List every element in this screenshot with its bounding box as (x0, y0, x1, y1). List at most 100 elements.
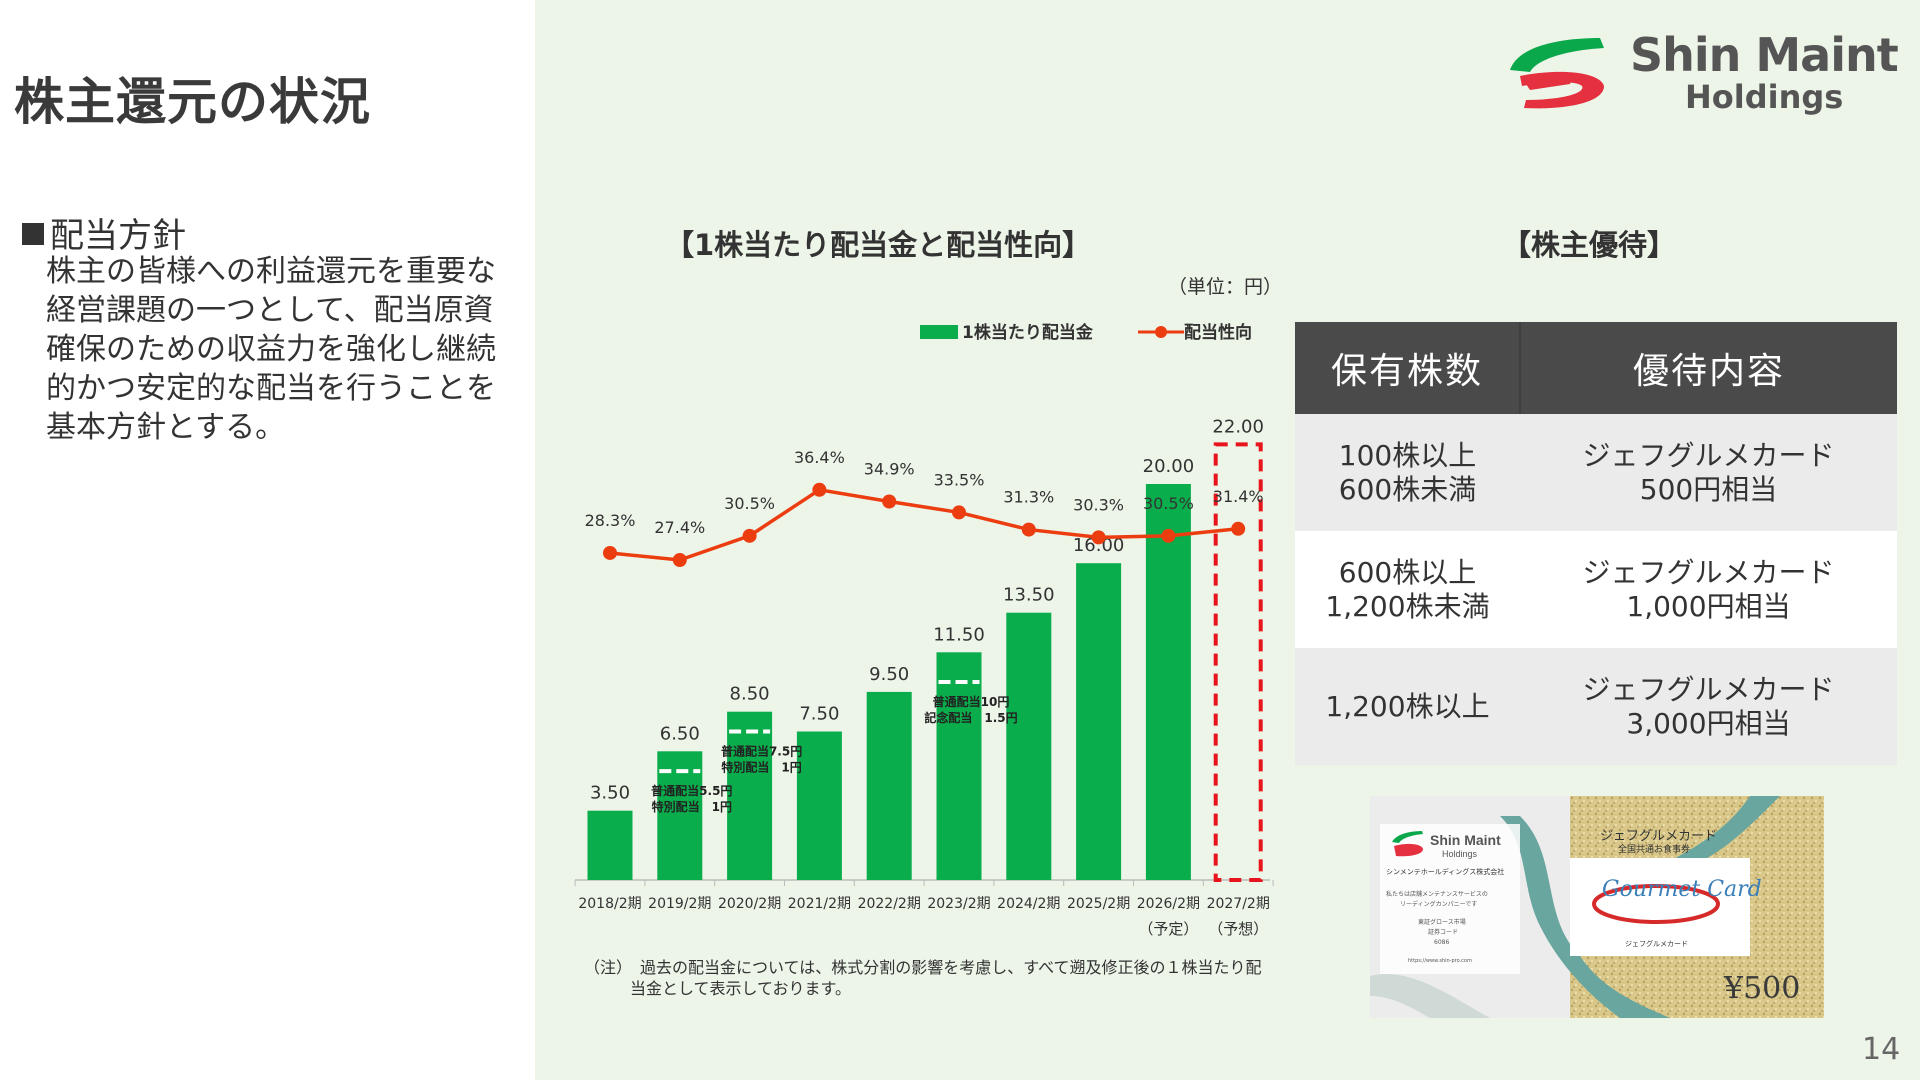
payout-ratio-label: 33.5% (934, 470, 985, 489)
payout-ratio-label: 31.3% (1003, 488, 1054, 507)
payout-ratio-label: 27.4% (654, 518, 705, 537)
content-line: ジェフグルメカード (1582, 438, 1835, 472)
payout-ratio-label: 30.3% (1073, 495, 1124, 514)
payout-ratio-point (672, 553, 687, 567)
card-script-logo: Gourmet Card (1602, 877, 1762, 902)
legend-bar-label: 1株当たり配当金 (962, 322, 1094, 343)
breakdown-label: 普通配当10円 (933, 694, 1010, 709)
gourmet-card-graphic: Shin Maint Holdings シンメンテホールディングス株式会社 私た… (1370, 796, 1824, 1018)
card-market: 東証グロース市場 (1418, 918, 1466, 926)
page-title: 株主還元の状況 (14, 73, 371, 131)
benefit-shares: 100株以上 600株未満 (1295, 414, 1520, 531)
payout-ratio-point (1021, 522, 1036, 537)
policy-text: 株主の皆様への利益還元を重要な経営課題の一つとして、配当原資確保のための収益力を… (46, 254, 496, 445)
dividend-bar (1076, 563, 1122, 880)
bar-value-label: 22.00 (1212, 416, 1264, 437)
payout-ratio-point (1231, 521, 1246, 536)
card-label: ジェフグルメカード (1625, 939, 1688, 948)
x-tick-label: 2025/2期 (1067, 896, 1130, 912)
card-desc-2: リーディングカンパニーです (1400, 900, 1477, 908)
shares-line: 100株以上 (1338, 438, 1477, 472)
x-tick-label: 2024/2期 (997, 896, 1060, 912)
breakdown-label: 記念配当 1.5円 (924, 710, 1017, 725)
dividend-bar (866, 691, 912, 880)
page-number: 14 (1862, 1032, 1901, 1067)
card-company-jp: シンメンテホールディングス株式会社 (1386, 867, 1504, 876)
breakdown-label: 普通配当7.5円 (721, 744, 802, 759)
x-tick-label: 2021/2期 (788, 896, 851, 912)
payout-ratio-label: 36.4% (794, 448, 845, 467)
square-bullet-icon (22, 223, 44, 245)
payout-ratio-label: 34.9% (864, 460, 915, 479)
header-shares: 保有株数 (1295, 322, 1520, 414)
shares-line: 1,200株以上 (1325, 689, 1490, 723)
x-tick-label: 2019/2期 (648, 896, 711, 912)
chart-title: 【1株当たり配当金と配当性向】 (665, 228, 1092, 262)
shares-line: 600株未満 (1338, 472, 1477, 506)
dividend-bar (1006, 612, 1052, 880)
card-price: ¥500 (1723, 971, 1800, 1006)
x-tick-label: 2022/2期 (858, 896, 921, 912)
x-tick-sublabel: （予定） (1138, 920, 1198, 938)
payout-ratio-point (603, 545, 617, 560)
benefit-content: ジェフグルメカード 500円相当 (1520, 414, 1897, 531)
payout-ratio-point (882, 494, 897, 509)
dividend-bar (1145, 484, 1191, 880)
bar-value-label: 3.50 (590, 783, 630, 804)
content-line: 1,000円相当 (1626, 589, 1791, 623)
benefit-header-row: 保有株数 優待内容 (1295, 322, 1897, 414)
payout-ratio-label: 30.5% (1143, 494, 1194, 513)
benefit-shares: 1,200株以上 (1295, 648, 1520, 765)
legend-line-marker (1155, 326, 1167, 338)
card-code-label: 証券コード (1428, 928, 1458, 936)
bar-value-label: 9.50 (869, 664, 909, 685)
x-tick-sublabel: （予想） (1208, 920, 1268, 938)
x-tick-label: 2023/2期 (927, 896, 990, 912)
card-company-name: Shin Maint (1430, 832, 1501, 848)
dividend-chart: 1株当たり配当金 配当性向 3.50 2018/2期 6.50 2019/2期 8.50 20… (574, 322, 1274, 938)
x-tick-label: 2018/2期 (578, 896, 641, 912)
gourmet-card-image: Shin Maint Holdings シンメンテホールディングス株式会社 私た… (1370, 796, 1824, 1018)
bar-value-label: 7.50 (799, 704, 839, 725)
shares-line: 1,200株未満 (1325, 589, 1490, 623)
payout-ratio-point (1091, 530, 1106, 545)
benefit-row: 100株以上 600株未満 ジェフグルメカード 500円相当 (1295, 414, 1897, 531)
breakdown-label: 特別配当 1円 (721, 760, 801, 775)
payout-ratio-point (742, 528, 757, 543)
bar-value-label: 8.50 (730, 684, 770, 705)
x-tick-label: 2027/2期 (1207, 896, 1270, 912)
forecast-bar (1213, 442, 1263, 882)
benefit-content: ジェフグルメカード 3,000円相当 (1520, 648, 1897, 765)
breakdown-label: 普通配当5.5円 (651, 783, 732, 798)
legend-line-label: 配当性向 (1184, 322, 1252, 343)
x-tick-label: 2020/2期 (718, 896, 781, 912)
dividend-bar (727, 711, 773, 880)
card-code: 6086 (1434, 939, 1449, 946)
benefit-title: 【株主優待】 (1502, 228, 1677, 262)
content-line: 3,000円相当 (1626, 706, 1791, 740)
payout-ratio-label: 28.3% (585, 511, 636, 530)
bar-value-label: 20.00 (1143, 456, 1195, 477)
logo-name: Shin Maint (1630, 28, 1899, 82)
shares-line: 600株以上 (1338, 555, 1477, 589)
payout-ratio-line (609, 487, 1239, 562)
card-desc-1: 私たちは店舗メンテナンスサービスの (1386, 890, 1488, 898)
payout-ratio-point (952, 505, 966, 520)
benefit-content: ジェフグルメカード 1,000円相当 (1520, 531, 1897, 648)
card-url: https://www.shin-pro.com (1408, 958, 1472, 964)
payout-ratio-label: 31.4% (1213, 487, 1264, 506)
benefit-row: 1,200株以上 ジェフグルメカード 3,000円相当 (1295, 648, 1897, 765)
dividend-bar (796, 731, 842, 880)
note-line-2: 当金として表示しております。 (630, 979, 851, 998)
card-company-sub: Holdings (1442, 849, 1478, 859)
chart-unit: （単位：円） (1168, 276, 1283, 298)
x-tick-label: 2026/2期 (1137, 896, 1200, 912)
chart-note: （注） 過去の配当金については、株式分割の影響を考慮し、すべて遡及修正後の１株当… (584, 957, 1264, 999)
card-subtitle: 全国共通お食事券 (1618, 843, 1690, 855)
company-logo: Shin Maint Holdings (1500, 24, 1900, 124)
content-line: ジェフグルメカード (1582, 672, 1835, 706)
swoosh-logo-icon (1510, 38, 1604, 109)
benefit-shares: 600株以上 1,200株未満 (1295, 531, 1520, 648)
card-title: ジェフグルメカード (1600, 829, 1717, 844)
payout-ratio-point (812, 482, 827, 497)
